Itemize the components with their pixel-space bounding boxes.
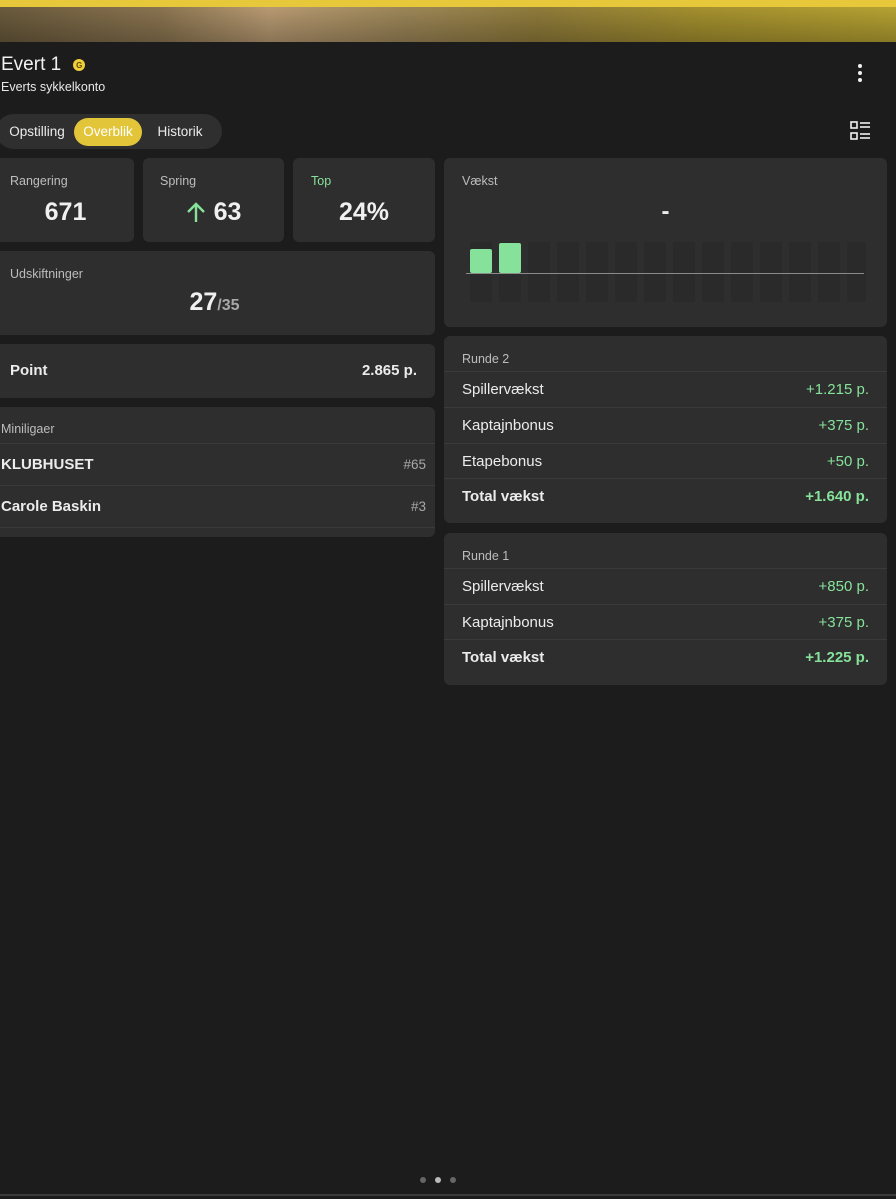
- minileague-name: KLUBHUSET: [1, 456, 94, 473]
- growth-bar: [470, 249, 492, 273]
- row-label: Spillervækst: [462, 578, 544, 595]
- page-dot-active[interactable]: [435, 1177, 441, 1183]
- total-value: +1.225 p.: [805, 649, 869, 666]
- growth-bar-placeholder: [731, 242, 753, 302]
- row-value: +375 p.: [818, 417, 869, 434]
- jump-label: Spring: [160, 174, 197, 188]
- ranking-value: 671: [44, 198, 87, 226]
- growth-bar-placeholder: [615, 242, 637, 302]
- divider: [444, 407, 887, 408]
- growth-bar-placeholder: [818, 242, 840, 302]
- minileague-rank: #3: [410, 499, 426, 514]
- total-label: Total vækst: [462, 649, 545, 666]
- divider: [444, 371, 887, 372]
- round-row-kaptajnbonus: Kaptajnbonus +375 p.: [444, 408, 887, 443]
- divider: [444, 604, 887, 605]
- banner-accent-line: [0, 0, 896, 7]
- jump-value-wrap: 63: [143, 198, 284, 227]
- minileague-row[interactable]: KLUBHUSET #65: [0, 444, 435, 486]
- top-card: Top 24%: [293, 158, 435, 242]
- minileagues-title: Miniligaer: [1, 422, 55, 436]
- transfers-total: /35: [217, 297, 240, 314]
- divider: [444, 639, 887, 640]
- growth-bar-placeholder: [673, 242, 695, 302]
- team-title: Evert 1 G: [1, 54, 86, 76]
- growth-label: Vækst: [462, 174, 498, 188]
- account-name: Everts sykkelkonto: [1, 80, 106, 94]
- transfers-value: 27/35: [0, 288, 435, 317]
- points-label: Point: [10, 362, 48, 379]
- jump-card: Spring 63: [143, 158, 284, 242]
- header-banner-image: [0, 0, 896, 42]
- divider: [0, 485, 435, 486]
- growth-bar-placeholder: [586, 242, 608, 302]
- tab-historik[interactable]: Historik: [157, 124, 203, 139]
- row-value: +50 p.: [826, 453, 869, 470]
- growth-bar-placeholder: [847, 242, 866, 302]
- divider: [0, 527, 435, 528]
- arrow-up-icon: [186, 201, 205, 222]
- bottom-divider: [0, 1194, 896, 1196]
- gold-badge-icon: G: [73, 59, 86, 71]
- round-row-etapebonus: Etapebonus +50 p.: [444, 444, 887, 479]
- top-label: Top: [311, 174, 332, 188]
- total-value: +1.640 p.: [805, 488, 869, 505]
- round-total-row: Total vækst +1.640 p.: [444, 479, 887, 514]
- round-row-kaptajnbonus: Kaptajnbonus +375 p.: [444, 605, 887, 640]
- row-value: +1.215 p.: [806, 381, 869, 398]
- total-label: Total vækst: [462, 488, 545, 505]
- divider: [444, 443, 887, 444]
- growth-card: Vækst -: [444, 158, 887, 327]
- round-2-card: Runde 2 Spillervækst +1.215 p. Kaptajnbo…: [444, 336, 887, 523]
- points-card: Point 2.865 p.: [0, 344, 435, 398]
- round-title: Runde 2: [462, 352, 510, 366]
- page-dot[interactable]: [420, 1177, 426, 1183]
- banner-shade: [0, 7, 896, 42]
- page-indicator: [420, 1177, 456, 1183]
- tab-opstilling[interactable]: Opstilling: [9, 124, 65, 139]
- points-value: 2.865 p.: [361, 362, 417, 379]
- ranking-label: Rangering: [10, 174, 68, 188]
- transfers-card: Udskiftninger 27/35: [0, 251, 435, 335]
- growth-bar-placeholder: [789, 242, 811, 302]
- growth-bar-chart: [466, 242, 866, 302]
- growth-bar: [499, 243, 521, 273]
- row-value: +850 p.: [818, 578, 869, 595]
- growth-value: -: [661, 198, 670, 225]
- transfers-label: Udskiftninger: [10, 267, 83, 281]
- divider: [444, 478, 887, 479]
- round-row-spillervaekst: Spillervækst +1.215 p.: [444, 372, 887, 407]
- list-view-toggle-icon[interactable]: [850, 121, 871, 141]
- top-value: 24%: [338, 198, 390, 226]
- minileague-name: Carole Baskin: [1, 498, 102, 515]
- row-label: Spillervækst: [462, 381, 544, 398]
- jump-value: 63: [213, 198, 242, 226]
- round-1-card: Runde 1 Spillervækst +850 p. Kaptajnbonu…: [444, 533, 887, 685]
- page-dot[interactable]: [450, 1177, 456, 1183]
- tab-overblik[interactable]: Overblik: [74, 117, 142, 146]
- team-name-text: Evert 1: [1, 54, 62, 75]
- divider: [444, 568, 887, 569]
- minileague-rank: #65: [403, 457, 426, 472]
- minileague-row[interactable]: Carole Baskin #3: [0, 486, 435, 528]
- ranking-card: Rangering 671: [0, 158, 134, 242]
- round-title: Runde 1: [462, 549, 510, 563]
- more-options-icon[interactable]: [850, 62, 870, 84]
- transfers-used: 27: [189, 288, 218, 316]
- row-label: Kaptajnbonus: [462, 614, 554, 631]
- segmented-tabs: Opstilling Overblik Historik: [0, 114, 222, 149]
- row-label: Etapebonus: [462, 453, 543, 470]
- growth-bar-placeholder: [557, 242, 579, 302]
- growth-bar-placeholder: [644, 242, 666, 302]
- round-row-spillervaekst: Spillervækst +850 p.: [444, 569, 887, 604]
- row-value: +375 p.: [818, 614, 869, 631]
- row-label: Kaptajnbonus: [462, 417, 554, 434]
- growth-bar-placeholder: [760, 242, 782, 302]
- minileagues-card: Miniligaer KLUBHUSET #65 Carole Baskin #…: [0, 407, 435, 537]
- divider: [0, 443, 435, 444]
- round-total-row: Total vækst +1.225 p.: [444, 640, 887, 675]
- growth-bar-placeholder: [702, 242, 724, 302]
- growth-bar-placeholder: [528, 242, 550, 302]
